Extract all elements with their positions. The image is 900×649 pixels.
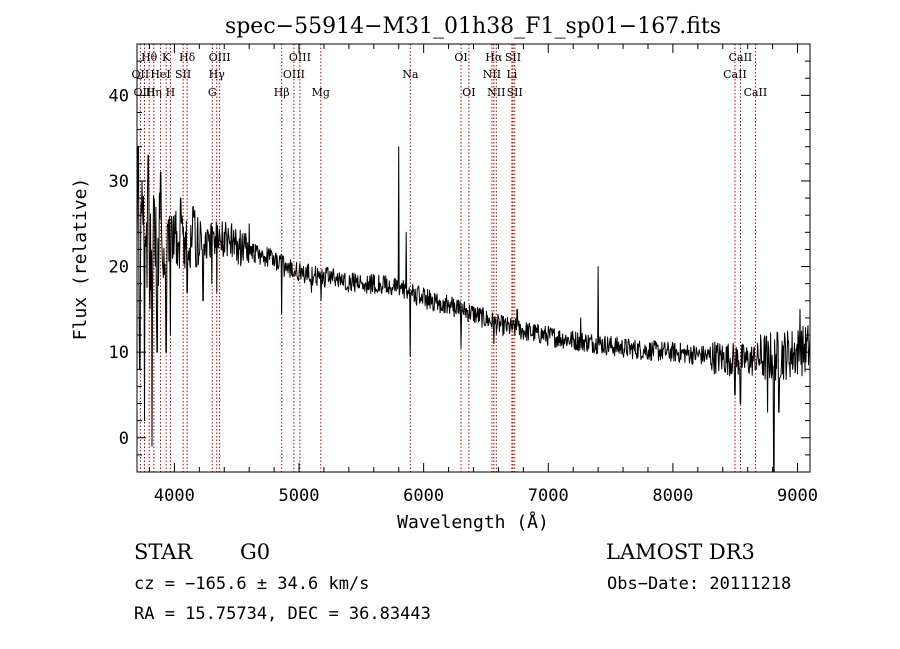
spectral-line-label: Hδ	[179, 51, 196, 64]
spectral-line-label: OI	[462, 86, 475, 99]
x-tick-label: 7000	[528, 486, 569, 506]
x-tick-label: 4000	[154, 486, 195, 506]
y-tick-label: 40	[109, 86, 129, 106]
axis-ticks: 4000 5000 6000 7000 8000 9000 0 10 20 30 40	[109, 44, 818, 506]
spectral-line-label: Mg	[312, 86, 330, 99]
spectral-line-label: NII	[487, 86, 505, 99]
spectral-line-label: CaII	[744, 86, 768, 99]
spectral-line-label: K	[162, 51, 171, 64]
chart-title: spec−55914−M31_01h38_F1_sp01−167.fits	[225, 14, 721, 39]
y-tick-label: 0	[119, 429, 129, 449]
spectral-line-label: OIII	[283, 68, 305, 81]
spectral-line-markers	[139, 44, 756, 472]
y-tick-label: 20	[109, 258, 129, 278]
spectral-line-label: Hθ	[141, 51, 158, 64]
spectral-line-label: CaII	[723, 68, 747, 81]
spectral-line-label: CaII	[729, 51, 753, 64]
x-tick-label: 8000	[652, 486, 693, 506]
spectral-line-label: OIII	[289, 51, 311, 64]
spectral-line-label: OI	[454, 51, 467, 64]
redshift-velocity: cz = −165.6 ± 34.6 km/s	[134, 574, 370, 594]
x-tick-label: 6000	[403, 486, 444, 506]
spectral-line-label: OIII	[209, 51, 231, 64]
spectral-line-label: Li	[506, 68, 517, 81]
x-axis-label: Wavelength (Å)	[397, 511, 549, 533]
spectral-line-label: SII	[507, 86, 523, 99]
spectrum-flux-line	[136, 146, 811, 473]
spectral-line-label: OII	[132, 68, 150, 81]
spectral-line-label: G	[208, 86, 217, 99]
y-tick-label: 10	[109, 343, 129, 363]
spectral-line-label: SII	[175, 68, 191, 81]
x-tick-label: 9000	[777, 486, 818, 506]
spectral-line-label: HeI	[150, 68, 170, 81]
spectral-line-label: Hα	[485, 51, 503, 64]
spectral-line-label: H	[166, 86, 176, 99]
spectral-line-label: Na	[402, 68, 419, 81]
spectral-line-label: Hγ	[209, 68, 226, 81]
spectral-line-label: Hη	[146, 86, 162, 99]
survey-name: LAMOST DR3	[606, 540, 755, 564]
coordinates: RA = 15.75734, DEC = 36.83443	[134, 604, 431, 624]
spectral-line-label: NII	[483, 68, 501, 81]
spectral-line-label: Hβ	[274, 86, 290, 99]
y-axis-label: Flux (relative)	[70, 178, 91, 341]
observation-date: Obs−Date: 20111218	[607, 574, 792, 594]
y-tick-label: 30	[109, 172, 129, 192]
spectral-line-label: SII	[505, 51, 521, 64]
object-class: STAR	[134, 540, 193, 564]
x-tick-label: 5000	[279, 486, 320, 506]
object-subclass: G0	[240, 540, 271, 564]
